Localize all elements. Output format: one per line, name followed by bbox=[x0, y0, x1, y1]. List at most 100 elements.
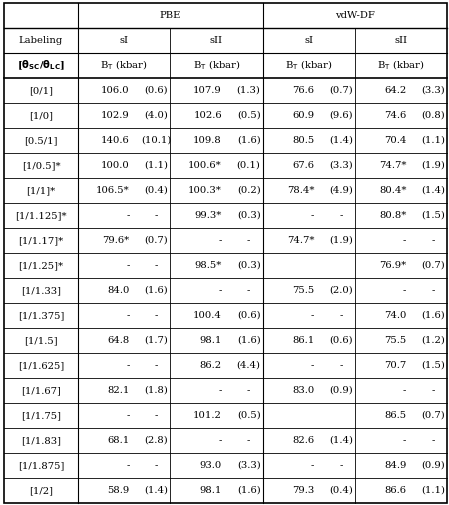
Text: (4.0): (4.0) bbox=[145, 111, 168, 120]
Text: [$\mathbf{\theta}_\mathbf{SC}$/$\mathbf{\theta}_\mathbf{LC}$]: [$\mathbf{\theta}_\mathbf{SC}$/$\mathbf{… bbox=[17, 59, 65, 72]
Text: 64.2: 64.2 bbox=[384, 86, 406, 95]
Text: sI: sI bbox=[119, 36, 128, 45]
Text: [1/1]*: [1/1]* bbox=[26, 186, 56, 195]
Text: 100.6*: 100.6* bbox=[188, 161, 222, 170]
Text: [0.5/1]: [0.5/1] bbox=[24, 136, 58, 145]
Text: (4.4): (4.4) bbox=[237, 361, 261, 370]
Text: B$_\mathsf{T}$ (kbar): B$_\mathsf{T}$ (kbar) bbox=[101, 59, 148, 72]
Text: 98.1: 98.1 bbox=[199, 336, 222, 345]
Text: -: - bbox=[431, 286, 435, 295]
Text: (1.6): (1.6) bbox=[237, 486, 260, 495]
Text: (3.3): (3.3) bbox=[237, 461, 260, 470]
Text: 102.6: 102.6 bbox=[193, 111, 222, 120]
Text: (0.7): (0.7) bbox=[145, 236, 168, 245]
Text: -: - bbox=[339, 461, 343, 470]
Text: [1/1.33]: [1/1.33] bbox=[21, 286, 61, 295]
Text: (1.9): (1.9) bbox=[421, 161, 445, 170]
Text: -: - bbox=[126, 361, 130, 370]
Text: -: - bbox=[155, 211, 158, 220]
Text: (1.6): (1.6) bbox=[145, 286, 168, 295]
Text: -: - bbox=[311, 311, 314, 320]
Text: -: - bbox=[155, 311, 158, 320]
Text: -: - bbox=[431, 436, 435, 445]
Text: (1.5): (1.5) bbox=[421, 211, 445, 220]
Text: (1.4): (1.4) bbox=[329, 436, 353, 445]
Text: 74.0: 74.0 bbox=[384, 311, 406, 320]
Text: (0.4): (0.4) bbox=[329, 486, 353, 495]
Text: -: - bbox=[339, 311, 343, 320]
Text: (1.6): (1.6) bbox=[421, 311, 445, 320]
Text: [1/1.17]*: [1/1.17]* bbox=[18, 236, 64, 245]
Text: B$_\mathsf{T}$ (kbar): B$_\mathsf{T}$ (kbar) bbox=[377, 59, 425, 72]
Text: -: - bbox=[126, 211, 130, 220]
Text: (0.4): (0.4) bbox=[145, 186, 168, 195]
Text: 106.5*: 106.5* bbox=[96, 186, 130, 195]
Text: 84.9: 84.9 bbox=[384, 461, 406, 470]
Text: 100.3*: 100.3* bbox=[188, 186, 222, 195]
Text: B$_\mathsf{T}$ (kbar): B$_\mathsf{T}$ (kbar) bbox=[193, 59, 240, 72]
Text: (0.9): (0.9) bbox=[329, 386, 353, 395]
Text: -: - bbox=[311, 211, 314, 220]
Text: (0.9): (0.9) bbox=[421, 461, 445, 470]
Text: sI: sI bbox=[304, 36, 313, 45]
Text: 80.8*: 80.8* bbox=[379, 211, 406, 220]
Text: (1.7): (1.7) bbox=[145, 336, 168, 345]
Text: (0.7): (0.7) bbox=[421, 261, 445, 270]
Text: [1/2]: [1/2] bbox=[29, 486, 53, 495]
Text: [1/1.125]*: [1/1.125]* bbox=[15, 211, 67, 220]
Text: -: - bbox=[126, 461, 130, 470]
Text: 100.4: 100.4 bbox=[193, 311, 222, 320]
Text: 140.6: 140.6 bbox=[101, 136, 130, 145]
Text: (1.9): (1.9) bbox=[329, 236, 353, 245]
Text: [1/0.5]*: [1/0.5]* bbox=[22, 161, 60, 170]
Text: 80.5: 80.5 bbox=[292, 136, 314, 145]
Text: (10.1): (10.1) bbox=[141, 136, 172, 145]
Text: (0.6): (0.6) bbox=[145, 86, 168, 95]
Text: [1/1.67]: [1/1.67] bbox=[21, 386, 61, 395]
Text: 76.6: 76.6 bbox=[292, 86, 314, 95]
Text: 79.6*: 79.6* bbox=[102, 236, 130, 245]
Text: 80.4*: 80.4* bbox=[379, 186, 406, 195]
Text: (1.8): (1.8) bbox=[145, 386, 168, 395]
Text: (0.3): (0.3) bbox=[237, 261, 260, 270]
Text: (0.7): (0.7) bbox=[421, 411, 445, 420]
Text: 70.4: 70.4 bbox=[384, 136, 406, 145]
Text: 106.0: 106.0 bbox=[101, 86, 130, 95]
Text: 68.1: 68.1 bbox=[107, 436, 130, 445]
Text: 86.6: 86.6 bbox=[384, 486, 406, 495]
Text: -: - bbox=[431, 386, 435, 395]
Text: -: - bbox=[311, 361, 314, 370]
Text: (0.3): (0.3) bbox=[237, 211, 260, 220]
Text: (1.3): (1.3) bbox=[237, 86, 260, 95]
Text: (1.4): (1.4) bbox=[329, 136, 353, 145]
Text: (3.3): (3.3) bbox=[421, 86, 445, 95]
Text: [1/1.875]: [1/1.875] bbox=[18, 461, 64, 470]
Text: 100.0: 100.0 bbox=[101, 161, 130, 170]
Text: 60.9: 60.9 bbox=[292, 111, 314, 120]
Text: (0.8): (0.8) bbox=[421, 111, 445, 120]
Text: (1.1): (1.1) bbox=[421, 486, 445, 495]
Text: PBE: PBE bbox=[159, 11, 181, 20]
Text: -: - bbox=[339, 211, 343, 220]
Text: (1.4): (1.4) bbox=[145, 486, 168, 495]
Text: (4.9): (4.9) bbox=[329, 186, 353, 195]
Text: [1/1.75]: [1/1.75] bbox=[21, 411, 61, 420]
Text: (1.1): (1.1) bbox=[145, 161, 168, 170]
Text: -: - bbox=[219, 286, 222, 295]
Text: 79.3: 79.3 bbox=[292, 486, 314, 495]
Text: -: - bbox=[403, 436, 406, 445]
Text: Labeling: Labeling bbox=[19, 36, 63, 45]
Text: 82.6: 82.6 bbox=[292, 436, 314, 445]
Text: 102.9: 102.9 bbox=[101, 111, 130, 120]
Text: -: - bbox=[155, 261, 158, 270]
Text: (1.2): (1.2) bbox=[421, 336, 445, 345]
Text: 74.6: 74.6 bbox=[384, 111, 406, 120]
Text: 67.6: 67.6 bbox=[292, 161, 314, 170]
Text: 93.0: 93.0 bbox=[200, 461, 222, 470]
Text: (9.6): (9.6) bbox=[329, 111, 353, 120]
Text: 109.8: 109.8 bbox=[193, 136, 222, 145]
Text: (1.6): (1.6) bbox=[237, 336, 260, 345]
Text: -: - bbox=[247, 436, 251, 445]
Text: (1.6): (1.6) bbox=[237, 136, 260, 145]
Text: -: - bbox=[155, 461, 158, 470]
